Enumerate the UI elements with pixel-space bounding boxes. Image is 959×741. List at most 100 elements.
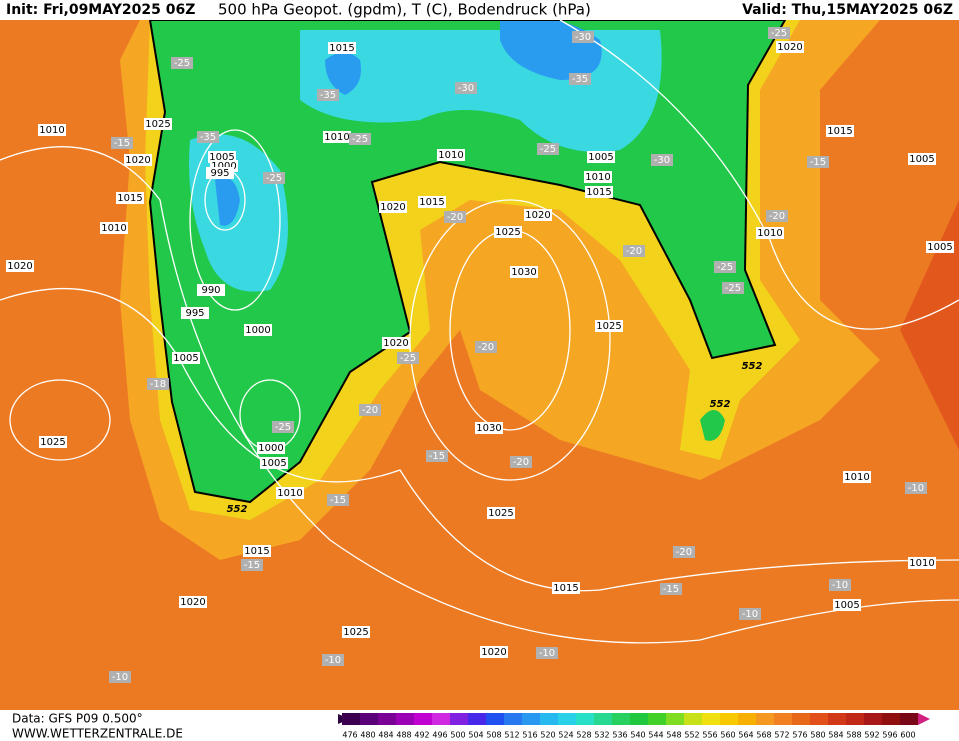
pressure-label: 1015 <box>117 193 142 204</box>
scale-label: 584 <box>828 731 843 740</box>
temperature-label: -25 <box>174 58 190 69</box>
temperature-label-box <box>651 154 673 166</box>
temperature-label: -25 <box>400 353 416 364</box>
scale-swatch <box>576 713 594 725</box>
temperature-label: -10 <box>325 655 341 666</box>
pressure-label-box <box>510 266 538 278</box>
pressure-label-box <box>206 167 234 179</box>
scale-swatch <box>558 713 576 725</box>
scale-swatch <box>522 713 540 725</box>
pressure-label-box <box>908 153 936 165</box>
temperature-label-box <box>317 89 339 101</box>
pressure-label-box <box>494 226 522 238</box>
pressure-label: 1000 <box>245 325 270 336</box>
pressure-label-box <box>100 222 128 234</box>
height-label: 552 <box>227 504 248 515</box>
temperature-label-box <box>766 210 788 222</box>
temperature-label: -15 <box>330 495 346 506</box>
pressure-label-box <box>179 596 207 608</box>
pressure-label: 1020 <box>777 42 802 53</box>
scale-swatch <box>540 713 558 725</box>
scale-label: 532 <box>594 731 609 740</box>
scale-swatch <box>468 713 486 725</box>
pressure-label-box <box>328 42 356 54</box>
map-field <box>0 17 959 710</box>
pressure-label-box <box>124 154 152 166</box>
temperature-label-box <box>241 559 263 571</box>
init-label: Init: Fri,09MAY2025 06Z <box>6 2 195 18</box>
pressure-label: 1015 <box>827 126 852 137</box>
temperature-label-box <box>660 583 682 595</box>
data-source: Data: GFS P09 0.500° <box>12 712 143 726</box>
temperature-label: -25 <box>725 283 741 294</box>
scale-label: 496 <box>432 731 447 740</box>
pressure-label: 990 <box>201 285 220 296</box>
pressure-label: 1030 <box>476 423 501 434</box>
isobars <box>0 19 959 644</box>
pressure-label: 1030 <box>511 267 536 278</box>
scale-swatch <box>738 713 756 725</box>
pressure-label: 1015 <box>329 43 354 54</box>
pressure-label: 1005 <box>588 152 613 163</box>
temperature-label-box <box>349 133 371 145</box>
pressure-label: 995 <box>210 168 229 179</box>
temperature-label: -25 <box>275 422 291 433</box>
pressure-label-box <box>926 241 954 253</box>
pressure-label-box <box>382 337 410 349</box>
scale-label: 476 <box>342 731 357 740</box>
temperature-label-box <box>572 31 594 43</box>
pressure-label-box <box>6 260 34 272</box>
pressure-label: 1010 <box>844 472 869 483</box>
scale-swatch <box>594 713 612 725</box>
temperature-label-box <box>171 57 193 69</box>
scale-swatch <box>432 713 450 725</box>
scale-label: 508 <box>486 731 501 740</box>
pressure-label-box <box>144 118 172 130</box>
temperature-label-box <box>623 245 645 257</box>
scale-swatch <box>774 713 792 725</box>
scale-label: 560 <box>720 731 735 740</box>
scale-label: 596 <box>882 731 897 740</box>
pressure-label-box <box>587 151 615 163</box>
scale-swatch <box>396 713 414 725</box>
temperature-label-box <box>739 608 761 620</box>
pressure-label-box <box>487 507 515 519</box>
pressure-label: 1005 <box>173 353 198 364</box>
pressure-label-box <box>323 131 351 143</box>
temperature-label: -18 <box>150 379 166 390</box>
pressure-label: 1020 <box>383 338 408 349</box>
pressure-label-box <box>524 209 552 221</box>
temperature-label-box <box>397 352 419 364</box>
temperature-label-box <box>768 27 790 39</box>
pressure-label: 1025 <box>488 508 513 519</box>
pressure-label-box <box>776 41 804 53</box>
temperature-label-box <box>475 341 497 353</box>
pressure-label: 995 <box>185 308 204 319</box>
temperature-label-box <box>111 137 133 149</box>
pressure-label: 1025 <box>145 119 170 130</box>
pressure-label: 1000 <box>211 161 236 172</box>
pressure-label: 1005 <box>909 154 934 165</box>
temperature-label-box <box>263 172 285 184</box>
scale-swatch <box>756 713 774 725</box>
temperature-label-box <box>197 131 219 143</box>
pressure-label-box <box>908 557 936 569</box>
pressure-label-box <box>826 125 854 137</box>
scale-label: 528 <box>576 731 591 740</box>
scale-swatch <box>684 713 702 725</box>
scale-swatch <box>666 713 684 725</box>
temperature-label: -15 <box>114 138 130 149</box>
scale-swatch <box>828 713 846 725</box>
temperature-label: -15 <box>810 157 826 168</box>
pressure-label: 1005 <box>927 242 952 253</box>
pressure-label: 1005 <box>834 600 859 611</box>
temperature-label-box <box>359 404 381 416</box>
pressure-label-box <box>584 171 612 183</box>
pressure-label-box <box>843 471 871 483</box>
pressure-label-box <box>244 324 272 336</box>
pressure-label: 1010 <box>39 125 64 136</box>
pressure-label-box <box>480 646 508 658</box>
scale-swatch <box>450 713 468 725</box>
